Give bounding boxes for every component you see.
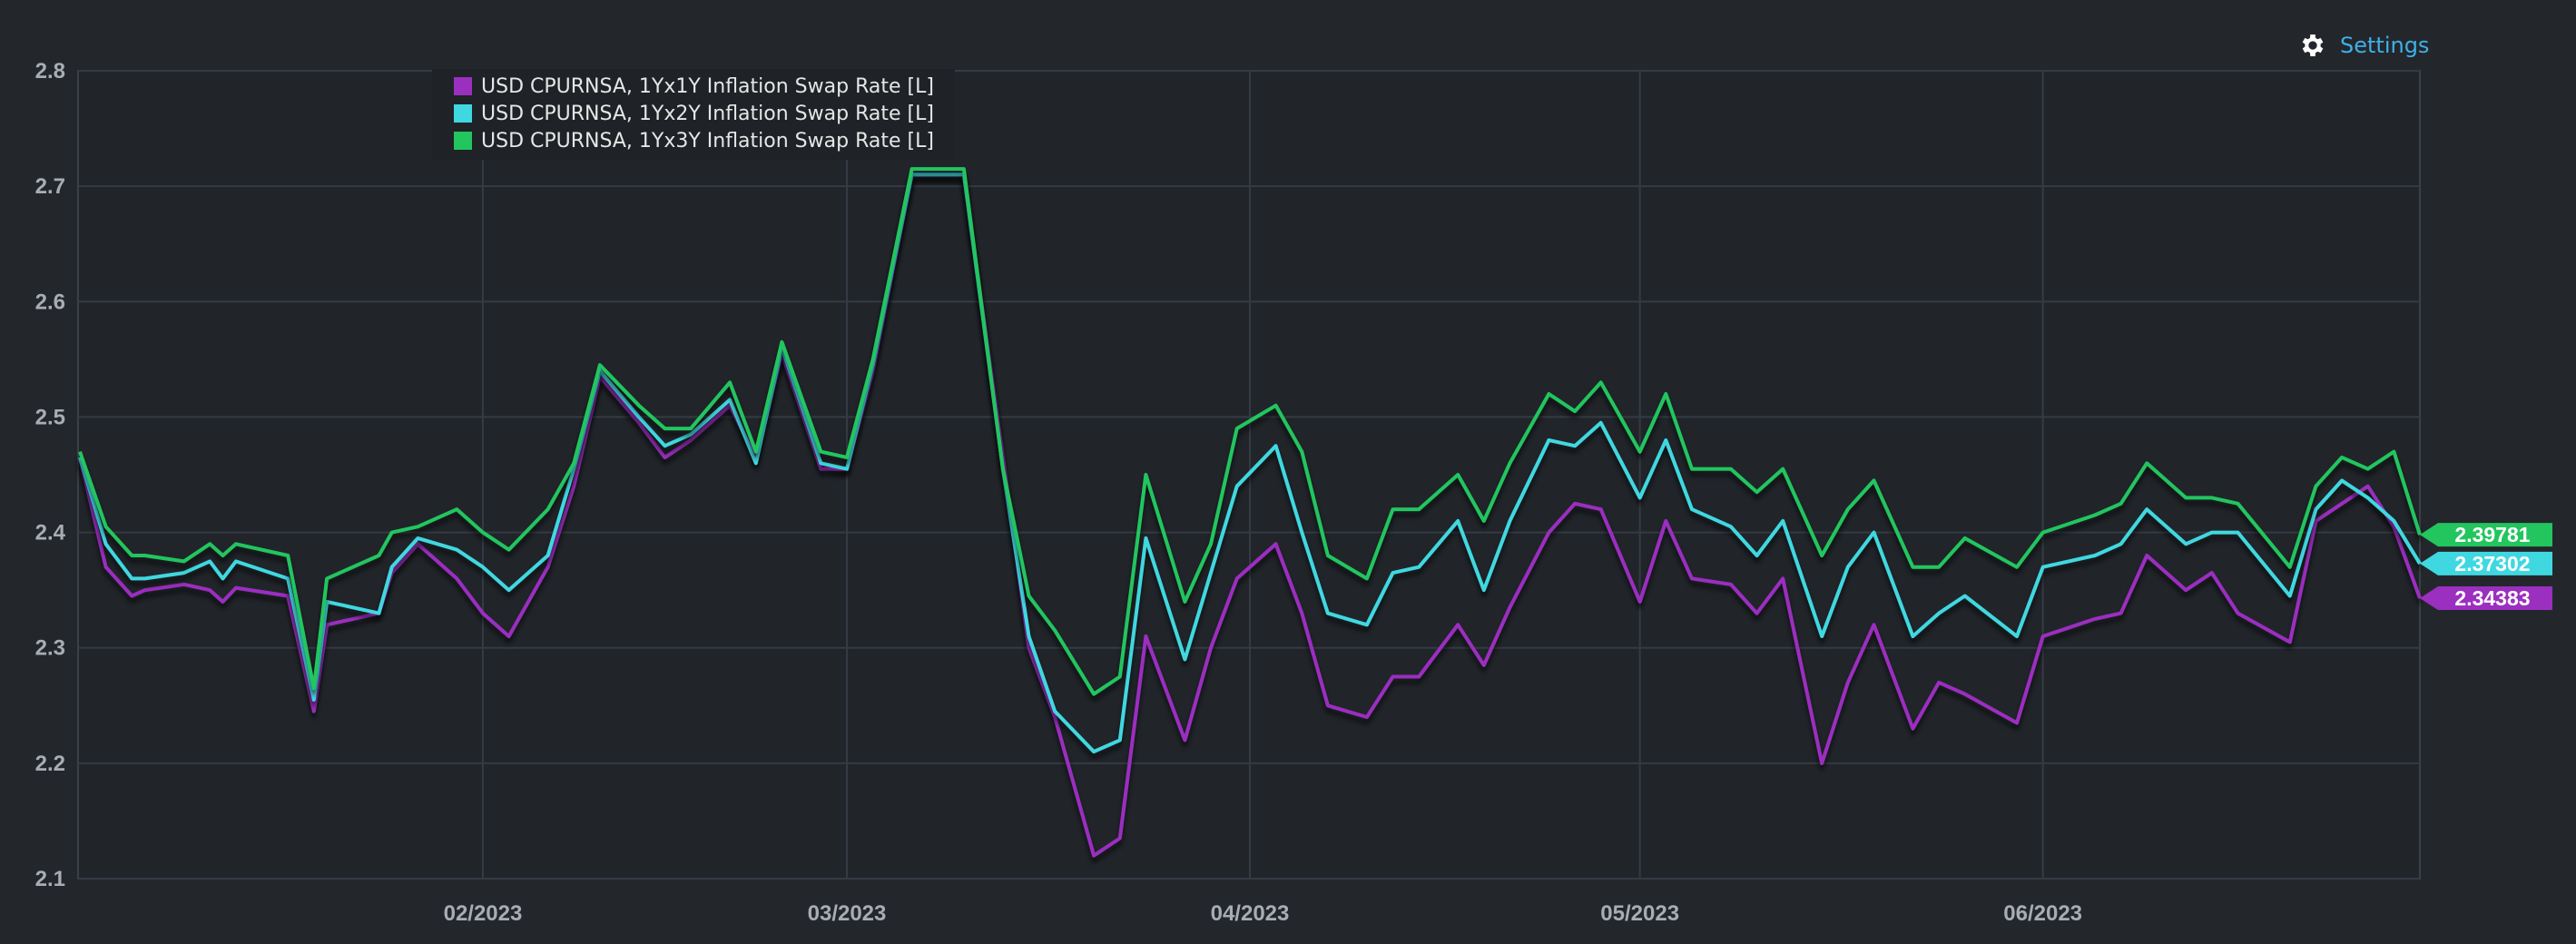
x-axis: 02/2023 03/2023 04/2023 05/2023 06/2023 [444, 901, 2082, 926]
series-line-2 [78, 172, 2422, 754]
y-tick-label: 2.2 [35, 752, 65, 776]
y-tick-label: 2.4 [35, 521, 66, 546]
legend-label: USD CPURNSA, 1Yx2Y Inflation Swap Rate [… [481, 102, 934, 125]
x-tick-label: 02/2023 [444, 901, 523, 926]
legend-label: USD CPURNSA, 1Yx3Y Inflation Swap Rate [… [481, 129, 934, 152]
last-value-label: 2.34383 [2454, 586, 2530, 610]
legend-swatch [454, 104, 472, 123]
x-tick-label: 03/2023 [808, 901, 887, 926]
legend-item-1yx3y[interactable]: USD CPURNSA, 1Yx3Y Inflation Swap Rate [… [454, 127, 934, 154]
legend-label: USD CPURNSA, 1Yx1Y Inflation Swap Rate [… [481, 74, 934, 98]
settings-button[interactable]: Settings [2298, 27, 2429, 64]
legend-item-1yx2y[interactable]: USD CPURNSA, 1Yx2Y Inflation Swap Rate [… [454, 100, 934, 127]
y-tick-label: 2.7 [35, 174, 65, 199]
y-tick-label: 2.1 [35, 867, 65, 891]
chart-legend: USD CPURNSA, 1Yx1Y Inflation Swap Rate [… [432, 69, 955, 160]
last-value-label: 2.39781 [2454, 523, 2530, 546]
x-tick-label: 05/2023 [1600, 901, 1679, 926]
settings-label: Settings [2340, 33, 2430, 58]
gear-icon [2302, 34, 2324, 56]
legend-swatch [454, 77, 472, 95]
last-value-labels: 2.39781 2.37302 2.34383 [2420, 523, 2552, 611]
last-value-tag [2420, 551, 2552, 575]
y-axis: 2.1 2.2 2.3 2.4 2.5 2.6 2.7 2.8 [35, 59, 66, 891]
last-value-tag [2420, 586, 2552, 611]
series-line-3 [78, 167, 2422, 696]
series-line-1 [78, 172, 2422, 858]
last-value-label: 2.37302 [2454, 552, 2530, 575]
legend-swatch [454, 132, 472, 150]
y-tick-label: 2.5 [35, 405, 65, 429]
y-tick-label: 2.3 [35, 636, 65, 661]
x-tick-label: 06/2023 [2003, 901, 2082, 926]
y-tick-label: 2.6 [35, 290, 65, 314]
legend-item-1yx1y[interactable]: USD CPURNSA, 1Yx1Y Inflation Swap Rate [… [454, 73, 934, 100]
last-value-tag [2420, 523, 2552, 547]
x-tick-label: 04/2023 [1211, 901, 1290, 926]
series-layer [78, 167, 2422, 858]
y-tick-label: 2.8 [35, 59, 65, 84]
grid-lines [78, 70, 2420, 880]
